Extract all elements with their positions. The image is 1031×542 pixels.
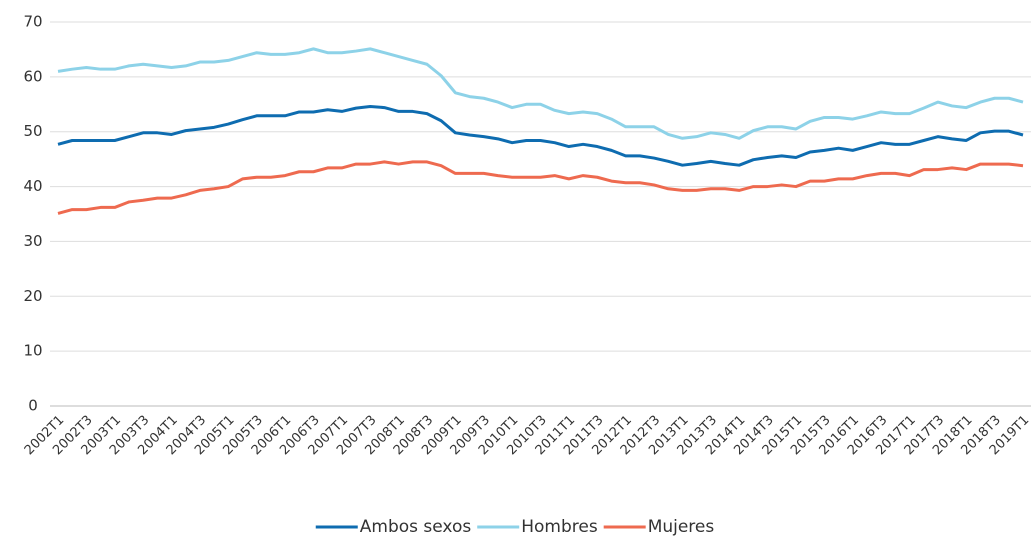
series-line xyxy=(57,104,1024,167)
y-tick-label: 60 xyxy=(23,67,42,85)
y-tick-label: 40 xyxy=(23,177,42,195)
series-line xyxy=(57,160,1024,215)
y-tick-label: 10 xyxy=(23,342,42,360)
series-line xyxy=(57,47,1024,140)
legend-label: Hombres xyxy=(521,517,598,537)
y-tick-label: 30 xyxy=(23,232,42,250)
y-tick-label: 0 xyxy=(28,397,38,415)
y-tick-label: 20 xyxy=(23,287,42,305)
y-tick-label: 70 xyxy=(23,13,42,31)
legend-label: Ambos sexos xyxy=(360,517,472,537)
y-tick-label: 50 xyxy=(23,122,42,140)
legend-label: Mujeres xyxy=(648,517,715,537)
